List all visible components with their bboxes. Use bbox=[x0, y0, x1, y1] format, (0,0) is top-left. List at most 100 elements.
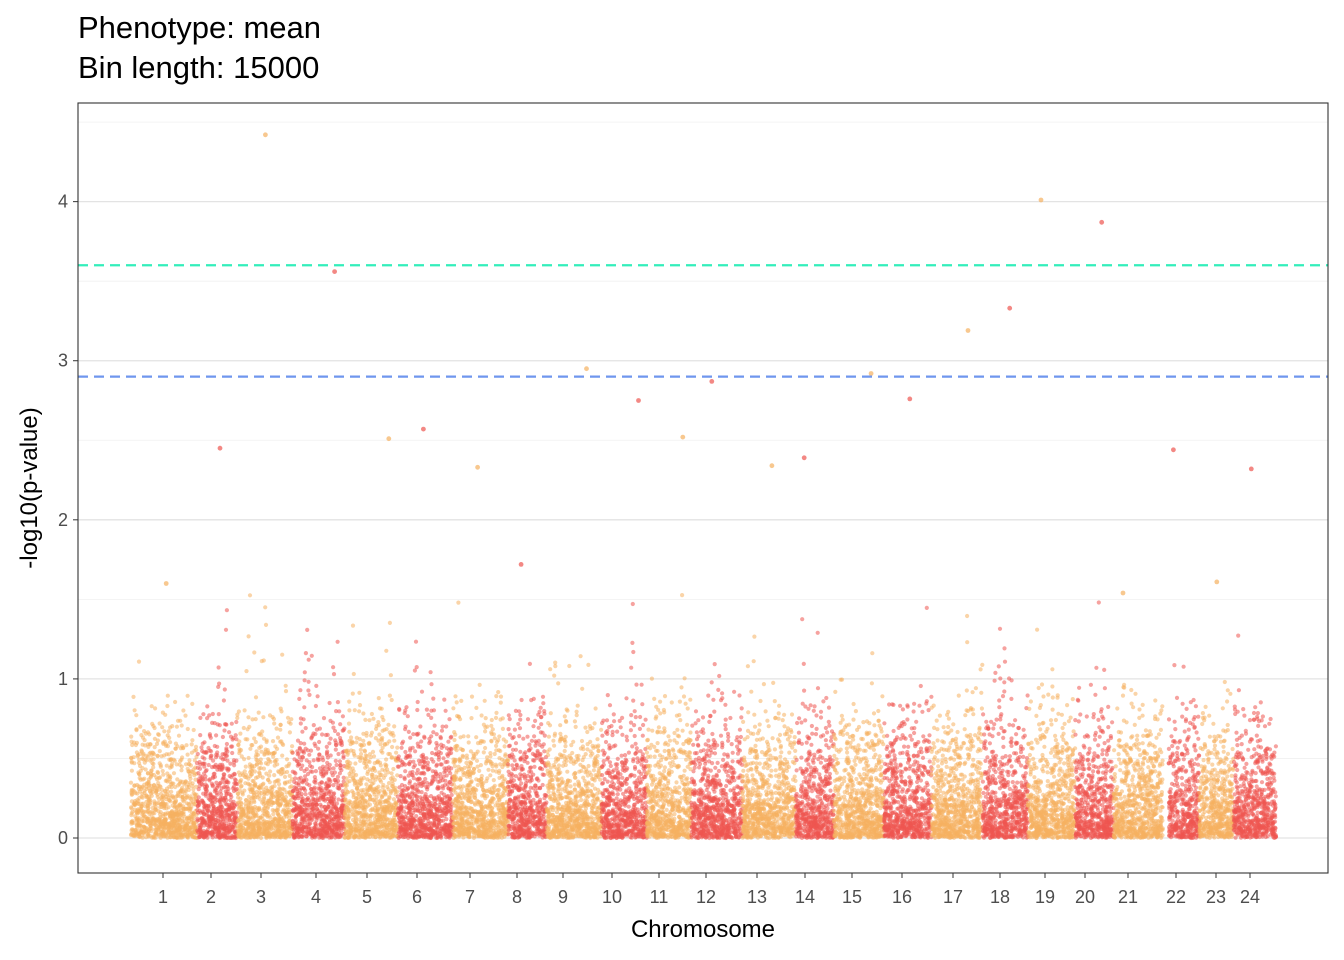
data-point bbox=[219, 804, 224, 810]
data-point bbox=[315, 807, 320, 812]
data-point bbox=[451, 706, 456, 711]
data-point bbox=[303, 651, 308, 656]
data-point bbox=[266, 750, 271, 755]
data-point bbox=[395, 756, 400, 761]
data-point bbox=[257, 790, 262, 795]
data-point bbox=[292, 757, 297, 762]
data-point bbox=[334, 822, 339, 827]
data-point bbox=[306, 688, 311, 693]
data-point bbox=[255, 819, 260, 824]
data-point bbox=[336, 732, 341, 737]
data-point bbox=[421, 782, 426, 787]
data-point bbox=[302, 768, 307, 774]
data-point bbox=[229, 775, 234, 780]
data-point bbox=[155, 738, 160, 743]
data-point bbox=[137, 757, 142, 762]
data-point bbox=[370, 807, 375, 813]
data-point bbox=[241, 725, 246, 731]
data-point bbox=[481, 750, 486, 755]
data-point bbox=[429, 757, 434, 762]
data-point bbox=[256, 710, 261, 715]
data-point bbox=[163, 831, 168, 836]
data-point bbox=[146, 834, 151, 839]
data-point bbox=[231, 784, 236, 790]
data-point bbox=[233, 733, 238, 738]
data-point bbox=[166, 774, 171, 779]
data-point bbox=[253, 795, 258, 800]
data-point bbox=[223, 722, 228, 727]
data-point bbox=[315, 694, 320, 699]
data-point bbox=[151, 772, 157, 778]
data-point bbox=[169, 789, 174, 794]
data-point bbox=[407, 779, 413, 784]
data-point bbox=[440, 778, 445, 783]
data-point bbox=[145, 803, 150, 808]
data-point bbox=[208, 816, 214, 821]
data-point bbox=[154, 741, 160, 747]
data-point bbox=[242, 708, 247, 713]
data-point bbox=[328, 811, 333, 817]
data-point bbox=[395, 794, 400, 799]
data-point bbox=[399, 763, 404, 768]
data-point bbox=[424, 780, 430, 785]
data-point bbox=[497, 775, 502, 781]
data-point bbox=[179, 787, 184, 792]
data-point bbox=[246, 816, 252, 821]
data-point bbox=[244, 669, 249, 674]
data-point bbox=[159, 754, 164, 759]
data-point bbox=[185, 693, 190, 698]
data-point bbox=[395, 812, 400, 817]
data-point bbox=[261, 766, 266, 771]
data-point bbox=[291, 788, 296, 793]
data-point bbox=[494, 710, 499, 716]
data-point bbox=[283, 811, 288, 817]
data-point bbox=[411, 732, 416, 737]
data-point bbox=[387, 620, 392, 626]
data-point bbox=[195, 810, 201, 815]
data-point bbox=[280, 753, 285, 758]
data-point bbox=[228, 761, 233, 766]
data-point bbox=[305, 818, 310, 823]
data-point bbox=[324, 750, 329, 756]
data-point bbox=[425, 784, 430, 790]
data-point bbox=[238, 830, 243, 835]
data-point bbox=[310, 802, 315, 807]
data-point bbox=[492, 751, 497, 757]
data-point bbox=[221, 698, 226, 703]
data-point bbox=[183, 779, 188, 784]
data-point bbox=[249, 806, 254, 811]
data-point bbox=[206, 762, 211, 768]
data-point bbox=[331, 783, 336, 788]
data-point bbox=[398, 806, 403, 812]
data-point bbox=[135, 829, 140, 835]
data-point bbox=[483, 745, 488, 751]
data-point bbox=[263, 605, 268, 610]
data-point bbox=[378, 773, 383, 778]
data-point bbox=[239, 754, 244, 759]
data-point bbox=[356, 817, 361, 822]
data-point bbox=[310, 765, 315, 770]
data-point bbox=[201, 811, 207, 817]
data-point bbox=[328, 753, 333, 758]
data-point bbox=[277, 803, 283, 808]
data-point bbox=[367, 830, 372, 836]
data-point bbox=[160, 768, 165, 774]
data-point bbox=[256, 832, 261, 837]
data-point bbox=[309, 653, 314, 658]
data-point bbox=[240, 809, 245, 815]
data-point bbox=[447, 717, 452, 722]
data-point bbox=[373, 736, 378, 741]
data-point bbox=[134, 740, 139, 746]
data-point bbox=[173, 699, 178, 705]
data-point bbox=[364, 764, 370, 769]
data-point bbox=[395, 745, 400, 750]
data-point bbox=[142, 760, 147, 765]
data-point bbox=[292, 770, 297, 775]
data-point bbox=[169, 763, 174, 768]
data-point bbox=[275, 789, 280, 795]
data-point bbox=[165, 703, 170, 709]
data-point bbox=[336, 786, 342, 791]
chromosome-6-points bbox=[395, 426, 455, 841]
data-point bbox=[367, 767, 373, 772]
data-point bbox=[362, 832, 367, 837]
